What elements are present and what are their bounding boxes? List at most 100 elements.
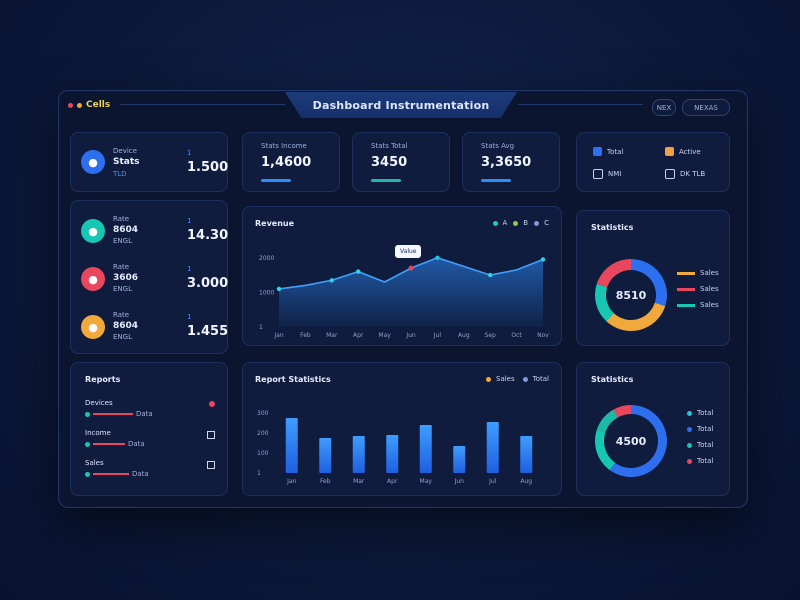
x-tick-label: Jan bbox=[273, 332, 283, 339]
dot-icon bbox=[85, 411, 90, 417]
legend-item[interactable]: Sales bbox=[486, 375, 515, 383]
report-row-title: Income bbox=[85, 429, 111, 437]
line-swatch-icon bbox=[677, 287, 695, 291]
y-tick-label: 300 bbox=[257, 410, 269, 417]
rate-row[interactable]: ● Rate 8604 ENGL 1 14.30 bbox=[71, 209, 229, 253]
x-tick-label: Apr bbox=[387, 478, 398, 485]
kpi-card[interactable]: Stats Avg 3,3650 bbox=[462, 132, 560, 192]
legend-item-active[interactable]: Active bbox=[665, 147, 701, 156]
x-tick-label: Feb bbox=[300, 332, 311, 339]
rate-row[interactable]: ● Rate 8604 ENGL 1 1.455 bbox=[71, 305, 228, 349]
x-tick-label: Mar bbox=[326, 332, 338, 339]
legend-item[interactable]: Sales bbox=[677, 301, 719, 309]
legend-item[interactable]: A bbox=[492, 219, 507, 227]
donut-chart bbox=[595, 259, 667, 331]
line-chart-title: Revenue bbox=[255, 219, 295, 228]
rate-icon: ● bbox=[81, 219, 105, 243]
device-name: Stats bbox=[113, 157, 140, 167]
legend-item[interactable]: Total bbox=[687, 425, 713, 433]
kpi-progress-bar bbox=[481, 179, 511, 182]
donut-card-bottom: Statistics 4500 Total Total Total Total bbox=[576, 362, 730, 496]
bar-chart-title: Report Statistics bbox=[255, 375, 331, 384]
kpi-label: Stats Total bbox=[371, 142, 408, 150]
legend-item-total[interactable]: Total bbox=[593, 147, 623, 156]
legend-item-nmi[interactable]: NMI bbox=[593, 169, 621, 179]
donut-slice bbox=[596, 409, 618, 433]
kpi-card[interactable]: Stats Total 3450 bbox=[352, 132, 450, 192]
x-tick-label: May bbox=[378, 332, 391, 339]
x-tick-label: Jun bbox=[454, 478, 465, 485]
brand[interactable]: Cells bbox=[68, 100, 110, 110]
area-fill bbox=[279, 257, 543, 327]
legend-item[interactable]: Total bbox=[687, 409, 713, 417]
report-row[interactable]: Income Data bbox=[85, 429, 215, 451]
rate-sub: ENGL bbox=[113, 285, 132, 293]
donut-legend: Sales Sales Sales bbox=[677, 269, 719, 309]
brand-name: Cells bbox=[86, 100, 111, 110]
bar bbox=[386, 435, 399, 473]
report-row-title: Sales bbox=[85, 459, 104, 467]
brand-dot-icon bbox=[77, 102, 82, 108]
rate-name: 3606 bbox=[113, 273, 139, 283]
x-tick-label: Sep bbox=[485, 332, 497, 339]
rate-icon: ● bbox=[81, 267, 105, 291]
donut-slice bbox=[596, 259, 631, 288]
bar-chart-card: Report Statistics Sales Total Jan Feb Mar A… bbox=[242, 362, 562, 496]
window-title-tab: Dashboard Instrumentation bbox=[285, 92, 517, 118]
y-tick-label: 2000 bbox=[259, 255, 274, 262]
header-button-2[interactable]: NEXAS bbox=[682, 99, 730, 116]
x-tick-label: Jan bbox=[286, 478, 296, 485]
line-swatch-icon bbox=[677, 271, 695, 275]
highlight-point bbox=[408, 265, 414, 271]
legend-item[interactable]: Total bbox=[687, 457, 713, 465]
legend-item[interactable]: Total bbox=[687, 441, 713, 449]
dot-icon bbox=[85, 471, 90, 477]
donut-slice bbox=[595, 429, 616, 471]
donut-title: Statistics bbox=[591, 223, 634, 232]
y-tick-label: 200 bbox=[257, 430, 269, 437]
dot-icon bbox=[687, 442, 692, 448]
legend-item[interactable]: Sales bbox=[677, 285, 719, 293]
legend-item[interactable]: Sales bbox=[677, 269, 719, 277]
header-button-1[interactable]: NEX bbox=[652, 99, 676, 116]
device-stats-card[interactable]: ● Device Stats TLD 1 1.500 bbox=[70, 132, 228, 192]
donut-slice bbox=[609, 405, 667, 477]
x-tick-label: Feb bbox=[320, 478, 331, 485]
kpi-value: 3450 bbox=[371, 155, 408, 170]
rate-row[interactable]: ● Rate 3606 ENGL 1 3.000 bbox=[71, 257, 229, 301]
x-tick-label: Jul bbox=[433, 332, 442, 339]
data-point bbox=[435, 255, 440, 260]
rate-badge: 1 bbox=[187, 313, 192, 321]
line-swatch-icon bbox=[677, 303, 695, 307]
kpi-progress-bar bbox=[371, 179, 401, 182]
rate-badge: 1 bbox=[187, 217, 192, 225]
rate-label: Rate bbox=[113, 263, 130, 271]
dot-icon bbox=[85, 441, 90, 447]
kpi-card[interactable]: Stats Income 1,4600 bbox=[242, 132, 340, 192]
header-divider-left bbox=[120, 104, 285, 105]
report-row[interactable]: Devices Data bbox=[85, 399, 215, 421]
bar bbox=[453, 446, 466, 473]
x-tick-label: Apr bbox=[353, 332, 364, 339]
dot-icon bbox=[486, 376, 491, 382]
data-point bbox=[488, 272, 493, 278]
status-icon bbox=[207, 461, 215, 469]
brand-dot-icon bbox=[68, 102, 73, 108]
rate-icon: ● bbox=[81, 315, 105, 339]
report-row[interactable]: Sales Data bbox=[85, 459, 215, 481]
donut-legend: Total Total Total Total bbox=[687, 409, 713, 465]
dot-icon bbox=[513, 220, 519, 226]
legend-item[interactable]: C bbox=[534, 219, 549, 227]
kpi-value: 3,3650 bbox=[481, 155, 532, 170]
device-icon bbox=[593, 169, 603, 179]
legend-item[interactable]: B bbox=[513, 219, 528, 227]
kpi-label: Stats Avg bbox=[481, 142, 515, 150]
data-point bbox=[276, 286, 282, 292]
rate-value: 14.30 bbox=[187, 228, 229, 243]
rate-value: 3.000 bbox=[187, 276, 229, 291]
legend-item-dk[interactable]: DK TLB bbox=[665, 169, 705, 179]
legend-item[interactable]: Total bbox=[522, 375, 549, 383]
x-tick-label: Aug bbox=[458, 332, 470, 339]
rate-name: 8604 bbox=[113, 321, 139, 331]
bar bbox=[319, 438, 332, 473]
